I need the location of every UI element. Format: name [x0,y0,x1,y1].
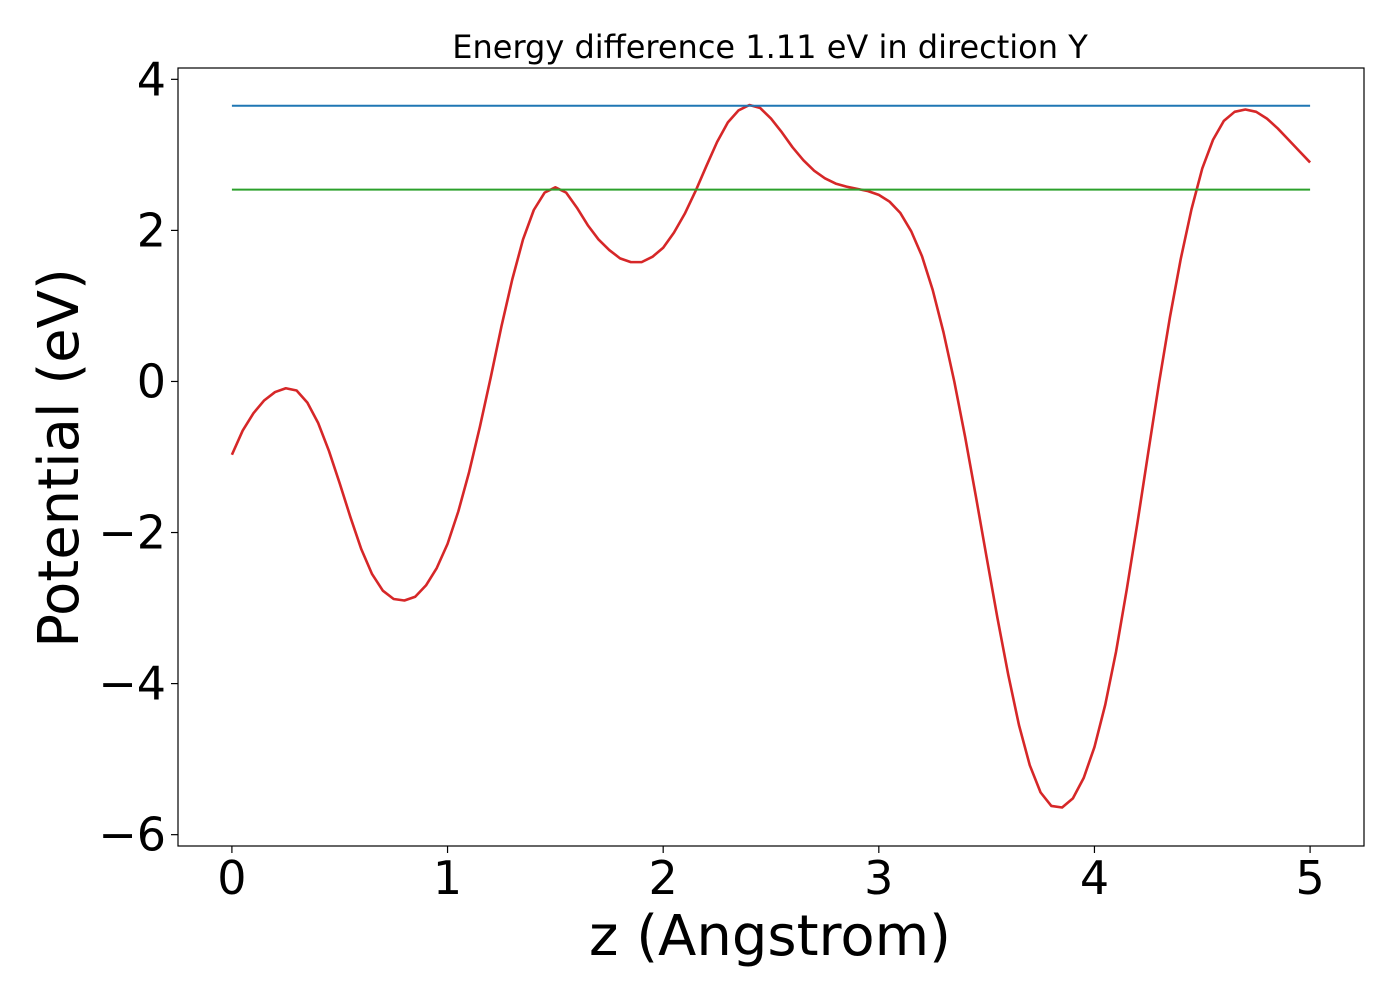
y-tick-label: −2 [98,506,166,560]
y-tick-label: 4 [137,52,166,106]
x-tick-label: 0 [217,851,246,905]
x-axis-label: z (Angstrom) [589,904,951,969]
y-axis-label: Potential (eV) [27,268,92,648]
potential-curve-series [230,103,1312,809]
y-axis: −6 −4 −2 0 2 4 [98,52,178,862]
y-tick-label: 0 [137,354,166,408]
x-tick-label: 2 [649,851,678,905]
x-tick-label: 5 [1295,851,1324,905]
plot-area [230,103,1312,809]
chart-title: Energy difference 1.11 eV in direction Y [452,28,1088,66]
x-tick-label: 4 [1080,851,1109,905]
x-tick-label: 3 [864,851,893,905]
y-tick-label: −6 [98,808,166,862]
y-tick-label: 2 [137,203,166,257]
axes-frame [177,67,1365,847]
y-tick-label: −4 [98,657,166,711]
x-tick-label: 1 [433,851,462,905]
x-axis: 0 1 2 3 4 5 [217,846,1325,905]
